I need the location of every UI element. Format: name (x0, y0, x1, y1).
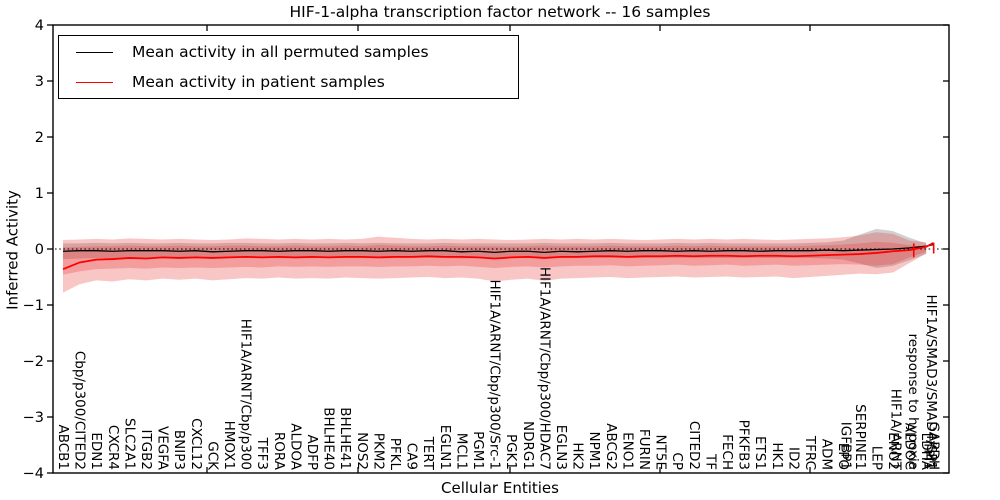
y-tick-label: 2 (35, 130, 44, 146)
x-category-label: TPI1 (921, 440, 937, 470)
x-category-label: ID2 (785, 447, 801, 470)
x-category-label: Cbp/p300/CITED2 (72, 351, 88, 470)
x-category-label: VEGFA (155, 426, 171, 471)
x-category-label: SLC2A1 (121, 418, 137, 470)
x-category-label: HIF1A/SMAD3/SMAD4/SP1 (923, 294, 939, 470)
legend: Mean activity in all permuted samples Me… (58, 35, 519, 99)
y-tick-label: −3 (23, 410, 44, 426)
x-category-label: HK2 (570, 442, 586, 470)
legend-item-patient: Mean activity in patient samples (59, 67, 518, 97)
x-category-label: TF (702, 453, 718, 470)
x-category-label: NDRG1 (520, 421, 536, 470)
x-category-label: PFKL (387, 438, 403, 471)
x-category-label: ADM (819, 439, 835, 470)
x-category-label: LEP (868, 446, 884, 470)
x-axis-label: Cellular Entities (441, 479, 559, 497)
x-category-label: PGM1 (470, 431, 486, 470)
permuted-mean-line (62, 243, 934, 254)
x-category-label: NT5E (653, 435, 669, 470)
y-tick-label: −1 (23, 298, 44, 314)
x-category-label: BHLHE40 (321, 407, 337, 470)
x-category-label: HK1 (769, 442, 785, 470)
x-category-label: BNIP3 (171, 430, 187, 470)
x-category-label: FURIN (636, 429, 652, 470)
x-category-label: HIF1A/ARNT (887, 389, 903, 471)
x-category-label: ENO2 (885, 432, 901, 470)
y-tick-label: −4 (23, 466, 44, 482)
x-category-label: EGLN1 (437, 425, 453, 470)
legend-label-patient: Mean activity in patient samples (132, 73, 385, 91)
y-tick-label: −2 (23, 354, 44, 370)
y-tick-label: 4 (35, 18, 44, 34)
x-category-label: HIF1A/ARNT/Cbp/p300 (238, 319, 254, 470)
patient-std-outer-band (63, 232, 927, 293)
y-tick-label: 0 (35, 242, 44, 258)
x-category-label: HIF1A/ARNT/Cbp/p300/HDAC7 (536, 267, 552, 470)
legend-item-permuted: Mean activity in all permuted samples (59, 37, 518, 67)
x-category-label: ABCB1 (55, 424, 71, 470)
x-category-label: HIF1A/ARNT/Cbp/p300/Src-1 (487, 280, 503, 470)
x-category-label: ADFP (304, 434, 320, 470)
x-category-label: response to hypoxia (905, 334, 921, 470)
x-category-label: PKM2 (370, 433, 386, 470)
x-category-label: IGFBP1 (838, 422, 854, 470)
x-category-label: ETS1 (752, 436, 768, 470)
x-category-label: BHLHE41 (337, 407, 353, 470)
x-category-label: LDHA (918, 433, 934, 471)
x-category-label: PFKFB3 (736, 420, 752, 470)
x-category-label: EGLN3 (553, 425, 569, 470)
x-category-label: TFF3 (254, 437, 270, 470)
y-tick-label: 3 (35, 74, 44, 90)
x-category-label: HMOX1 (221, 421, 237, 470)
x-category-label: EDN1 (88, 432, 104, 470)
x-category-label: ALDOC (902, 423, 918, 470)
patient-mean-line (62, 242, 935, 270)
x-category-label: NOS2 (354, 432, 370, 470)
x-category-label: ALDOA (287, 423, 303, 471)
x-category-label: CA9 (404, 443, 420, 470)
x-category-label: ENO1 (619, 432, 635, 470)
chart-title: HIF-1-alpha transcription factor network… (289, 3, 711, 21)
x-category-label: ABCG2 (603, 423, 619, 470)
y-axis-label: Inferred Activity (3, 190, 22, 310)
x-category-label: GCK (204, 441, 220, 471)
x-category-label: CITED2 (686, 421, 702, 470)
x-category-label: TFRC (802, 435, 818, 470)
x-category-label: PGK1 (503, 434, 519, 470)
legend-label-permuted: Mean activity in all permuted samples (132, 43, 429, 61)
x-category-label: TERT (420, 436, 436, 471)
x-category-label: MCL1 (453, 433, 469, 470)
x-category-label: CP (669, 452, 685, 470)
x-category-label: SERPINE1 (852, 404, 868, 470)
x-category-label: EPO (835, 443, 851, 470)
x-category-label: NPM1 (586, 432, 602, 470)
x-category-label: GAPDH (926, 422, 942, 470)
permuted-line-swatch (76, 51, 113, 53)
x-category-label: CXCR4 (105, 425, 121, 470)
x-category-label: FECH (719, 434, 735, 470)
x-category-label: RORA (271, 432, 287, 471)
x-category-label: CXCL12 (188, 418, 204, 470)
permuted-std-band (63, 228, 927, 269)
y-tick-label: 1 (35, 186, 44, 202)
x-category-label: ITGB2 (138, 429, 154, 470)
patient-line-swatch (76, 81, 113, 83)
